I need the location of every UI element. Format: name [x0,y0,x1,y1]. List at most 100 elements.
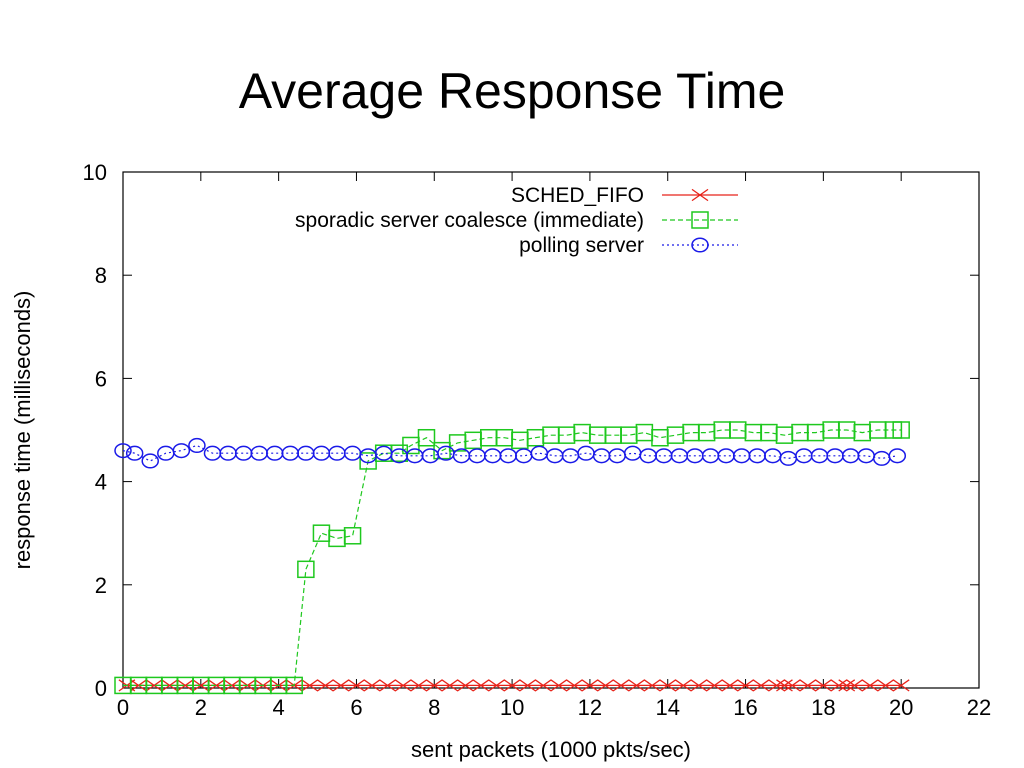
series-line [123,429,902,687]
legend-label: sporadic server coalesce (immediate) [295,209,644,232]
slide-title: Average Response Time [238,63,786,119]
data-point [888,448,907,464]
data-point [425,679,443,692]
data-point [410,679,428,692]
y-tick-label: 6 [95,366,107,391]
data-point [666,426,685,444]
data-point [783,679,801,692]
data-point [332,679,350,692]
data-point [519,679,537,692]
data-point [312,524,331,542]
data-point [623,445,642,461]
data-point [861,679,879,692]
x-tick-label: 8 [428,695,440,720]
x-tick-label: 4 [273,695,285,720]
series-square [114,421,910,695]
axes: 0 2 4 6 8 10 12 14 16 18 20 22 0 2 4 6 8 10 [83,160,992,720]
data-point [208,679,225,692]
data-point [141,453,159,469]
data-point [659,679,677,692]
data-point [379,679,396,692]
x-tick-label: 14 [655,695,679,720]
data-point [608,448,626,464]
x-tick-label: 16 [733,695,757,720]
data-point [188,437,206,454]
data-point [830,679,848,692]
data-point [488,679,505,692]
data-point [534,679,552,692]
data-point [285,676,303,695]
data-point [250,445,268,461]
data-point [515,448,533,464]
data-point [161,679,179,692]
data-point [192,679,210,692]
data-point [343,527,362,545]
data-point [265,445,284,461]
data-point [748,448,766,464]
data-point [651,428,669,447]
data-point [565,679,583,692]
data-point [472,679,490,692]
data-point [872,450,891,466]
data-point [573,423,591,442]
data-point [628,679,645,692]
x-axis-label: sent packets (1000 pkts/sec) [411,737,691,762]
y-tick-label: 2 [95,573,107,598]
series-layer [114,421,910,695]
data-point [838,679,856,692]
data-point [690,679,708,692]
data-point [406,448,424,464]
data-point [706,679,723,692]
x-tick-label: 0 [117,695,129,720]
data-point [297,560,315,579]
data-point [597,679,614,692]
legend-label: SCHED_FIFO [511,184,644,207]
data-point [457,679,474,692]
x-tick-label: 2 [195,695,207,720]
data-point [814,679,832,692]
data-point [752,679,770,692]
data-point [176,679,194,692]
data-point [635,423,654,442]
data-point [550,679,568,692]
data-point [530,445,549,461]
data-point [776,679,793,692]
x-tick-label: 22 [967,695,991,720]
data-point [172,443,191,459]
data-point [592,448,611,464]
data-point [737,679,754,692]
data-point [316,679,334,692]
data-point [363,679,381,692]
data-point [503,679,521,692]
data-point [417,428,436,447]
data-point [125,445,144,461]
series-circle [114,437,907,469]
x-tick-label: 12 [578,695,602,720]
data-point [421,448,440,464]
legend-marker [691,237,709,253]
data-point [877,679,894,692]
x-tick-label: 20 [889,695,913,720]
y-tick-label: 10 [83,160,107,185]
data-point [768,679,786,692]
data-point [892,421,910,439]
data-point [732,448,751,464]
x-tick-label: 10 [500,695,524,720]
data-point [892,679,910,692]
data-point [729,421,747,439]
data-point [857,448,875,464]
y-tick-label: 0 [95,676,107,701]
y-axis-label: response time (milliseconds) [10,291,35,570]
data-point [721,679,739,692]
plot-frame [122,171,980,689]
data-point [764,448,782,464]
y-tick-label: 8 [95,263,107,288]
data-point [674,679,692,692]
data-point [301,679,319,692]
data-point [799,679,817,692]
data-point [394,679,412,692]
legend-label: polling server [519,234,644,257]
data-point [114,443,132,459]
